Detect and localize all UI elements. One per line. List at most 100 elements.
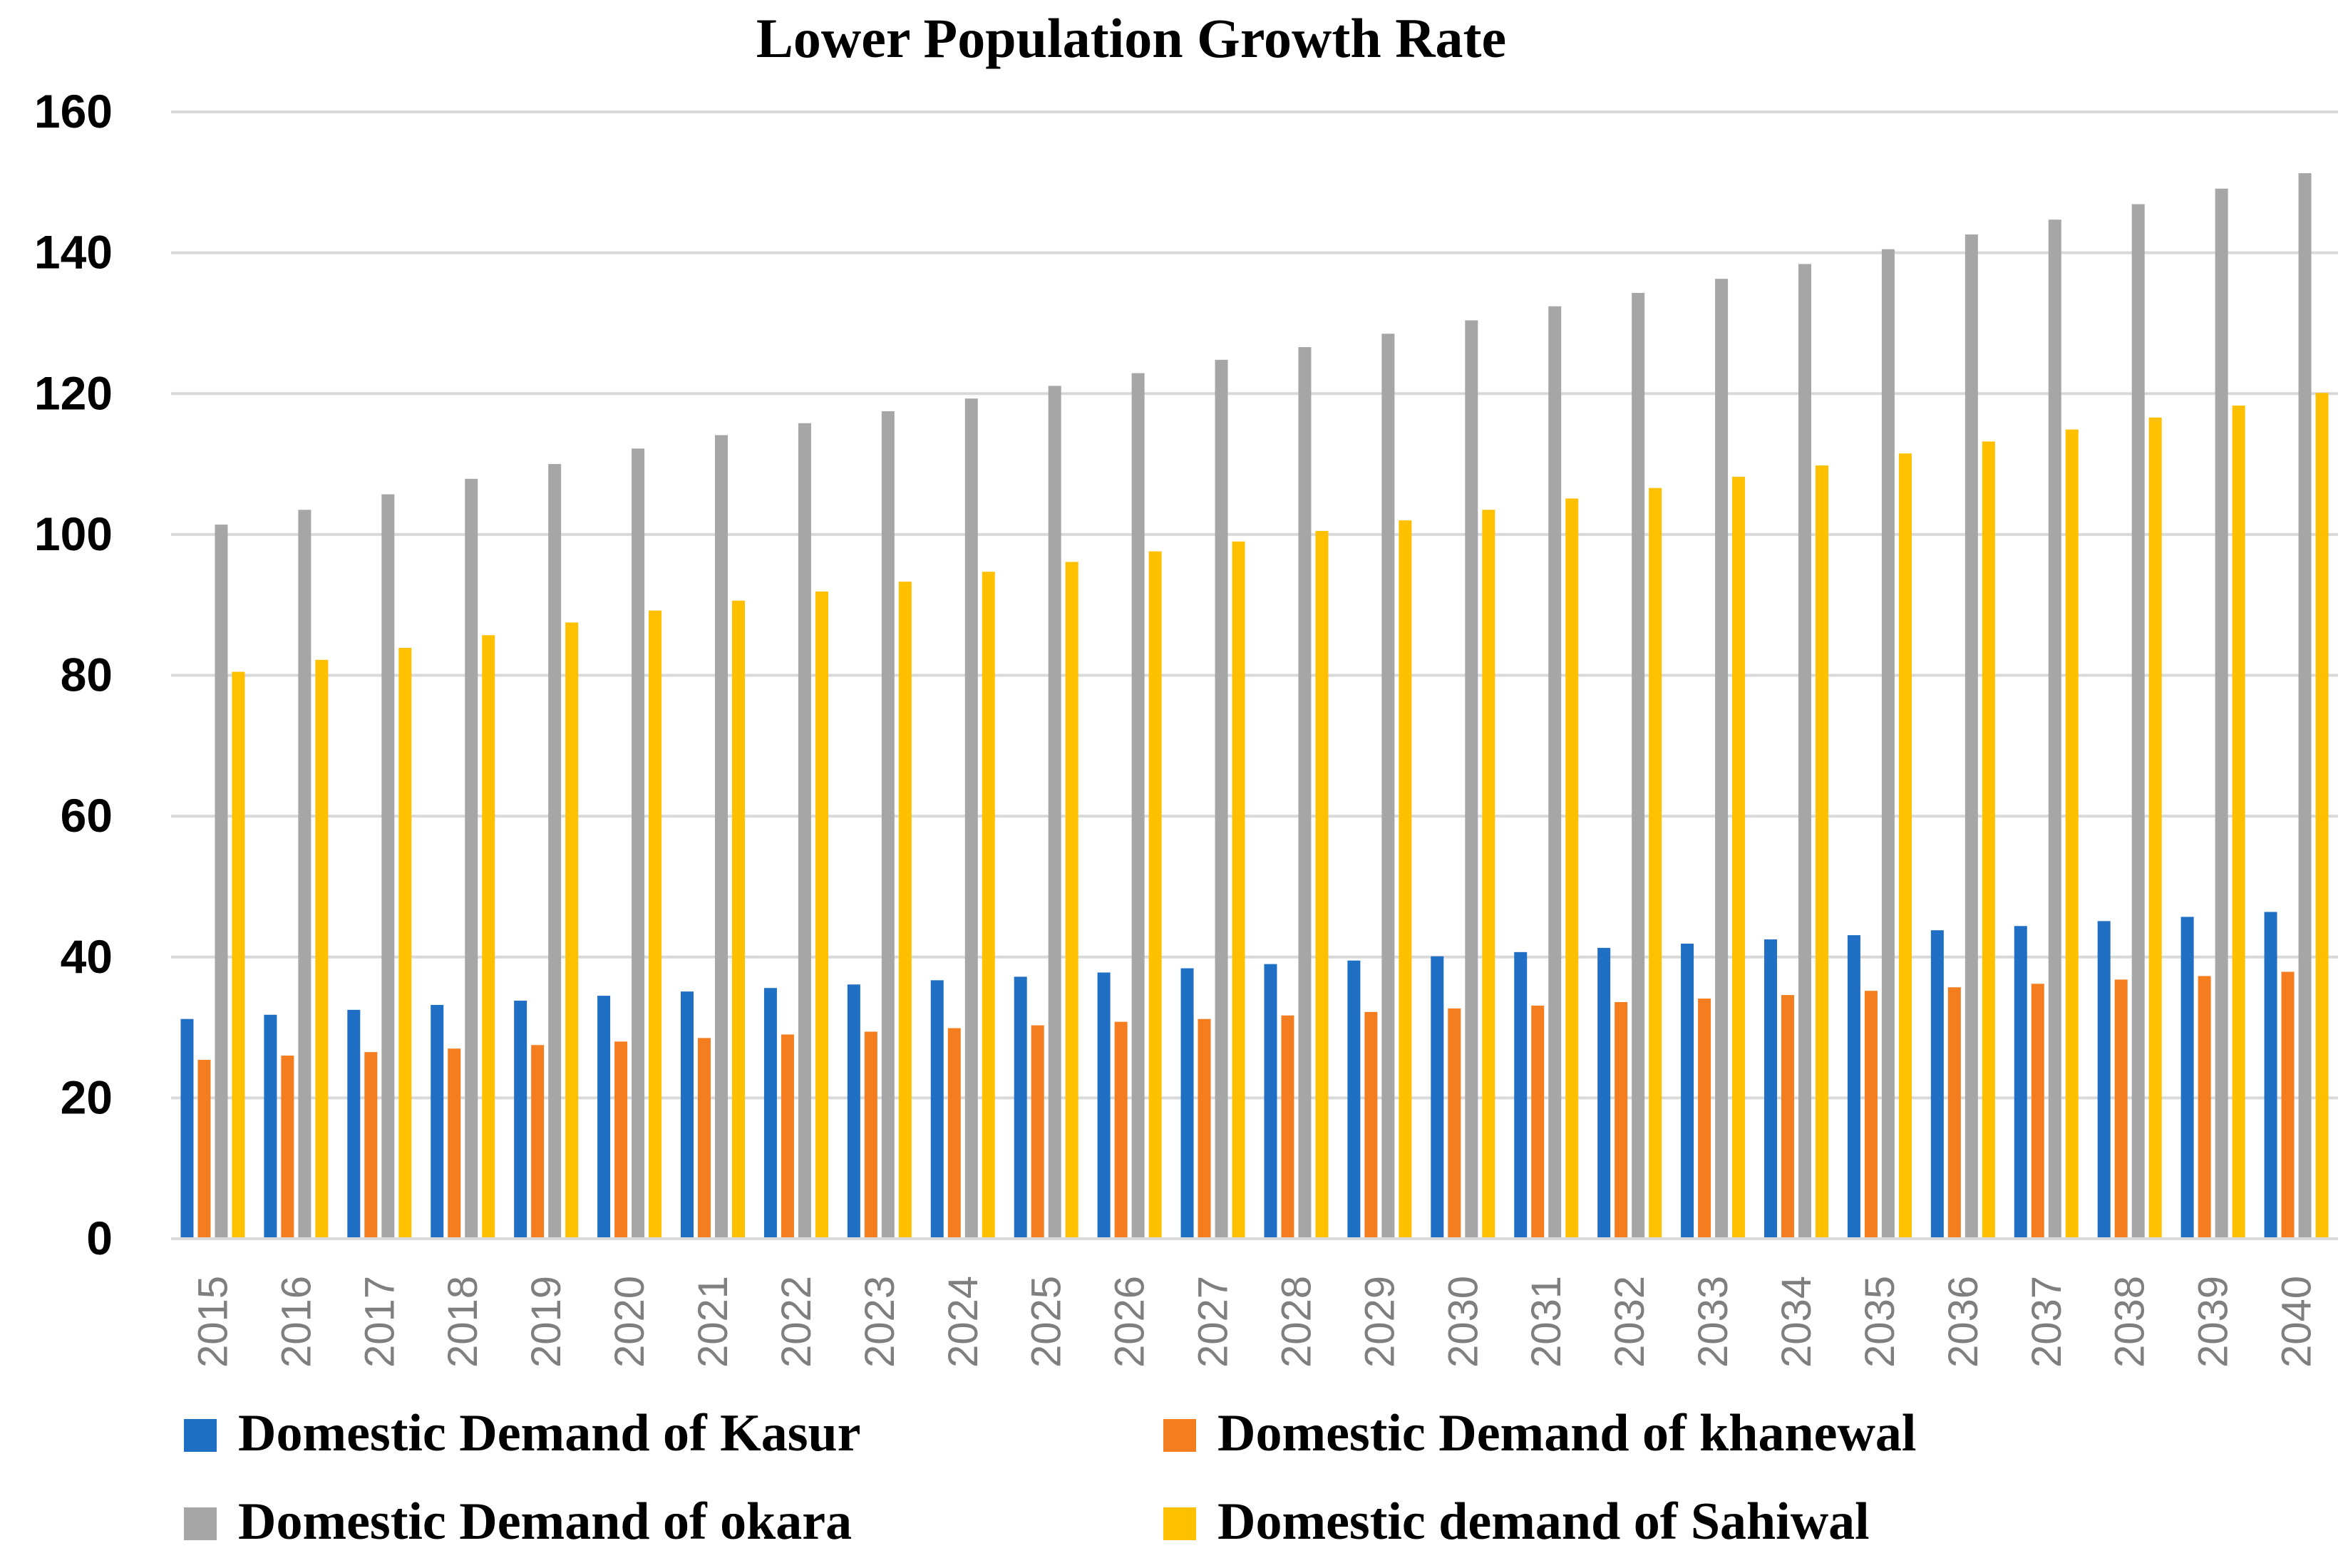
legend-label: Domestic Demand of Kasur: [238, 1404, 861, 1463]
bar: [1531, 1005, 1545, 1239]
bar: [1698, 999, 1711, 1239]
bar: [1131, 373, 1145, 1239]
bar: [2215, 188, 2228, 1239]
bar: [1649, 488, 1662, 1239]
bar: [1681, 943, 1694, 1239]
bar: [798, 423, 811, 1239]
bar: [215, 525, 228, 1239]
x-tick-label: 2030: [1440, 1276, 1486, 1368]
bar: [1048, 386, 1061, 1239]
bar: [364, 1052, 378, 1239]
bar: [315, 659, 329, 1239]
bar: [1615, 1001, 1628, 1239]
y-tick-label: 140: [34, 226, 113, 279]
bar: [1816, 465, 1828, 1239]
x-tick-label: 2022: [773, 1276, 820, 1368]
bar: [1364, 1011, 1378, 1239]
y-tick-label: 40: [61, 930, 113, 983]
bar: [1232, 541, 1245, 1239]
bar: [1881, 249, 1895, 1239]
bar: [1764, 939, 1777, 1239]
x-tick-label: 2023: [857, 1276, 903, 1368]
bar: [448, 1048, 461, 1239]
bar: [2048, 220, 2061, 1239]
bar: [565, 622, 579, 1239]
bar: [281, 1056, 294, 1239]
x-tick-label: 2027: [1190, 1276, 1237, 1368]
x-tick-label: 2034: [1773, 1276, 1820, 1368]
x-tick-label: 2015: [190, 1276, 236, 1368]
x-tick-label: 2040: [2274, 1276, 2320, 1368]
x-tick-label: 2035: [1857, 1276, 1903, 1368]
bar: [1298, 347, 1312, 1239]
bar: [2264, 912, 2277, 1239]
bar: [1965, 234, 1978, 1239]
bar: [732, 600, 745, 1239]
bars: [180, 172, 2329, 1239]
bar: [1065, 562, 1078, 1239]
bar: [1632, 292, 1645, 1239]
legend-swatch: [1163, 1507, 1196, 1540]
y-tick-label: 60: [61, 789, 113, 842]
bar: [2014, 926, 2027, 1239]
x-tick-label: 2028: [1273, 1276, 1319, 1368]
bar: [1715, 279, 1729, 1239]
bar: [1031, 1025, 1044, 1239]
bar: [649, 610, 662, 1239]
x-tick-label: 2025: [1024, 1276, 1070, 1368]
bar: [1864, 991, 1878, 1239]
bar: [847, 984, 860, 1239]
bar: [1114, 1021, 1128, 1239]
bar: [698, 1038, 711, 1239]
bar: [465, 478, 478, 1239]
bar: [1798, 264, 1811, 1239]
legend-swatch: [1163, 1419, 1196, 1452]
bar: [1014, 976, 1027, 1239]
bar: [548, 464, 562, 1239]
x-tick-label: 2029: [1356, 1276, 1403, 1368]
x-tick-label: 2026: [1107, 1276, 1153, 1368]
bar: [614, 1041, 628, 1239]
bar: [715, 435, 728, 1239]
bar: [1930, 930, 1944, 1239]
bar: [482, 635, 495, 1239]
bar: [763, 988, 777, 1239]
bar: [1548, 306, 1562, 1239]
bar: [632, 448, 645, 1239]
y-tick-label: 120: [34, 366, 113, 419]
bar: [1448, 1008, 1461, 1239]
bar: [1597, 947, 1611, 1239]
bar: [2114, 979, 2128, 1239]
x-tick-label: 2017: [356, 1276, 403, 1368]
bar: [1399, 520, 1412, 1239]
x-tick-label: 2016: [273, 1276, 319, 1368]
x-tick-label: 2037: [2024, 1276, 2070, 1368]
bar: [1982, 441, 1995, 1239]
bar: [1180, 968, 1194, 1239]
bar: [898, 582, 912, 1239]
bar: [398, 647, 412, 1239]
x-tick-label: 2033: [1690, 1276, 1736, 1368]
legend-label: Domestic Demand of khanewal: [1217, 1404, 1916, 1463]
x-tick-label: 2039: [2190, 1276, 2237, 1368]
bar: [2031, 984, 2044, 1239]
bar: [1148, 551, 1162, 1239]
bar: [2148, 417, 2162, 1239]
bar: [2315, 393, 2329, 1239]
bar: [1281, 1015, 1294, 1239]
x-tick-label: 2018: [440, 1276, 486, 1368]
bar: [1381, 334, 1395, 1239]
bar: [1465, 320, 1478, 1239]
bar: [1215, 359, 1228, 1239]
bar: [381, 494, 395, 1239]
y-tick-label: 20: [61, 1071, 113, 1123]
bar: [1315, 530, 1329, 1239]
bar: [1781, 995, 1794, 1239]
legend: Domestic Demand of Kasur Domestic Demand …: [184, 1404, 1916, 1551]
y-tick-label: 160: [34, 85, 113, 138]
legend-swatch: [184, 1419, 217, 1452]
x-tick-label: 2036: [1940, 1276, 1987, 1368]
